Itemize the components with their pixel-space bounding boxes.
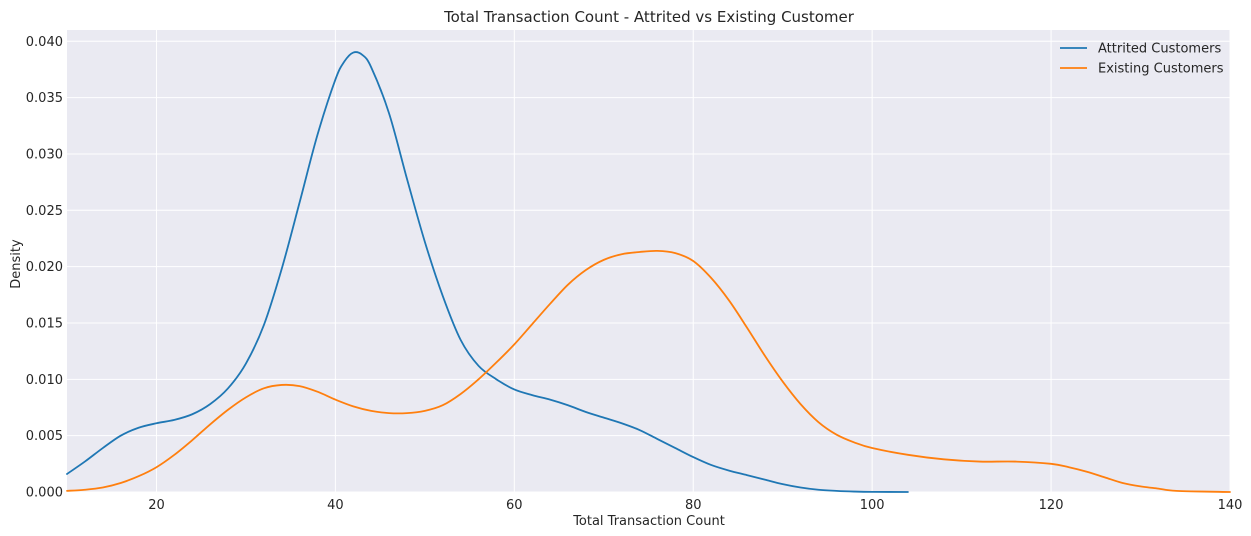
y-tick-label: 0.005 <box>26 429 63 444</box>
x-tick-label: 100 <box>860 498 885 513</box>
x-axis-label: Total Transaction Count <box>572 514 725 529</box>
series-layer <box>66 51 1231 493</box>
x-tick-label: 60 <box>506 498 523 513</box>
tick-labels: 20 40 60 80 100 120 140 0.000 0.005 0.010 0.015 0.0… <box>26 35 1243 513</box>
y-tick-label: 0.040 <box>26 35 63 50</box>
plot-background <box>67 30 1230 492</box>
x-tick-label: 80 <box>685 498 702 513</box>
x-tick-label: 20 <box>148 498 165 513</box>
y-tick-label: 0.030 <box>26 147 63 162</box>
chart-title: Total Transaction Count - Attrited vs Ex… <box>443 8 855 26</box>
grid-lines <box>67 30 1231 493</box>
x-tick-label: 40 <box>327 498 344 513</box>
y-tick-label: 0.015 <box>26 316 63 331</box>
series-line-existing-customers <box>66 249 1231 493</box>
y-tick-label: 0.010 <box>26 373 63 388</box>
y-tick-label: 0.025 <box>26 204 63 219</box>
legend-label-attrited-customers: Attrited Customers <box>1098 42 1221 57</box>
y-tick-label: 0.035 <box>26 91 63 106</box>
x-tick-label: 140 <box>1218 498 1243 513</box>
legend: Attrited Customers Existing Customers <box>1060 42 1224 77</box>
series-line-attrited-customers <box>66 51 909 493</box>
y-axis-label: Density <box>9 239 24 289</box>
legend-label-existing-customers: Existing Customers <box>1098 62 1224 77</box>
x-tick-label: 120 <box>1039 498 1064 513</box>
y-tick-label: 0.020 <box>26 260 63 275</box>
y-tick-label: 0.000 <box>26 486 63 501</box>
